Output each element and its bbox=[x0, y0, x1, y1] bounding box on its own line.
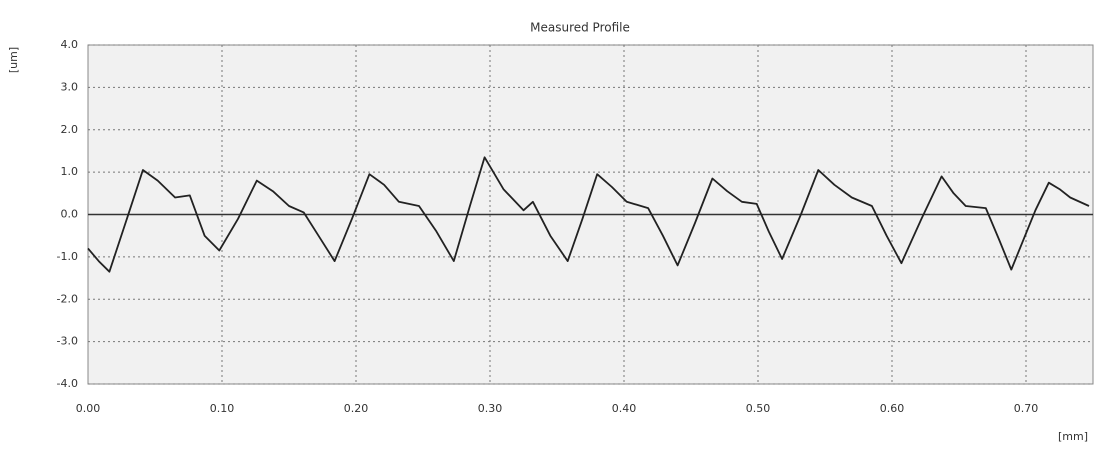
x-tick-label: 0.50 bbox=[746, 402, 771, 415]
x-tick-label: 0.20 bbox=[344, 402, 369, 415]
y-axis-label: [um] bbox=[7, 47, 20, 73]
x-tick-label: 0.70 bbox=[1014, 402, 1039, 415]
y-tick-label: 2.0 bbox=[61, 123, 79, 136]
y-tick-label: -2.0 bbox=[57, 292, 78, 305]
x-tick-label: 0.40 bbox=[612, 402, 637, 415]
y-tick-label: 3.0 bbox=[61, 80, 79, 93]
x-tick-label: 0.30 bbox=[478, 402, 503, 415]
x-axis-label: [mm] bbox=[1058, 430, 1088, 443]
profile-line bbox=[87, 156, 1090, 273]
y-tick-label: 1.0 bbox=[61, 165, 79, 178]
x-tick-label: 0.60 bbox=[880, 402, 905, 415]
y-tick-label: 0.0 bbox=[61, 208, 79, 221]
y-tick-label: 4.0 bbox=[61, 38, 79, 51]
chart-title: Measured Profile bbox=[530, 21, 630, 35]
x-tick-label: 0.10 bbox=[210, 402, 235, 415]
y-tick-label: -4.0 bbox=[57, 377, 78, 390]
y-tick-label: -3.0 bbox=[57, 335, 78, 348]
x-tick-label: 0.00 bbox=[76, 402, 101, 415]
y-tick-label: -1.0 bbox=[57, 250, 78, 263]
